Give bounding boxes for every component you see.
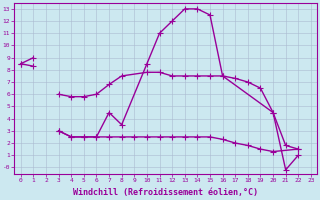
X-axis label: Windchill (Refroidissement éolien,°C): Windchill (Refroidissement éolien,°C) (73, 188, 258, 197)
